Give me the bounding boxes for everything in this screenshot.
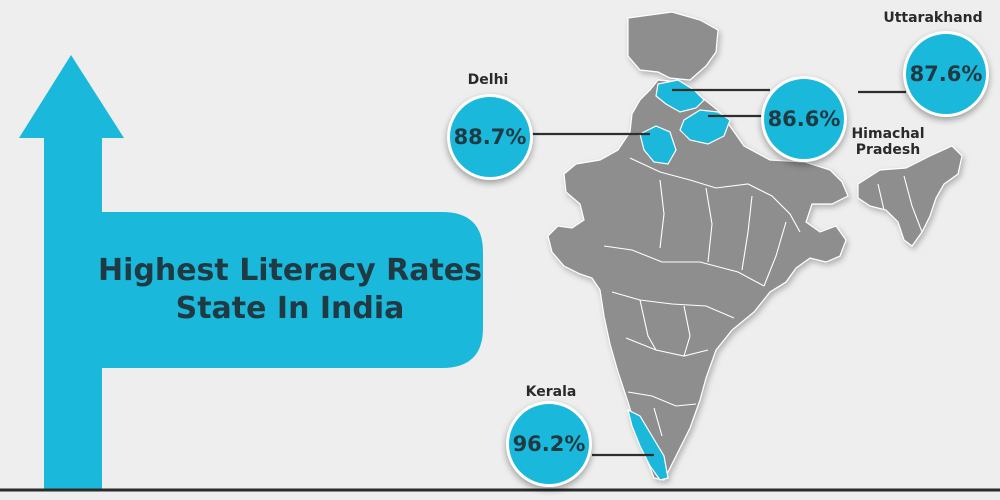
state-delhi	[639, 125, 677, 165]
state-uttarakhand	[679, 109, 731, 145]
arrow-sign	[19, 55, 483, 490]
state-himachal-pradesh	[655, 79, 705, 113]
india-map	[547, 11, 963, 481]
himachal-percentage-bubble: 86.6%	[761, 76, 847, 162]
map-state-borders	[603, 157, 923, 437]
state-kerala	[627, 408, 669, 481]
map-region-northeast	[857, 145, 963, 247]
map-mainland	[547, 79, 849, 481]
kerala-label: Kerala	[525, 384, 577, 400]
himachal-label: Himachal Pradesh	[838, 126, 938, 158]
kerala-percentage-bubble: 96.2%	[506, 401, 592, 487]
title-line-1: Highest Literacy Rates	[97, 253, 482, 288]
uttarakhand-percentage-bubble: 87.6%	[903, 31, 989, 117]
arrow-shape	[19, 55, 483, 490]
himachal-label-line-1: Himachal	[851, 126, 925, 142]
uttarakhand-label: Uttarakhand	[883, 10, 983, 26]
himachal-label-line-2: Pradesh	[855, 142, 921, 158]
map-region-north	[627, 11, 719, 81]
connector-lines	[532, 88, 906, 457]
delhi-label: Delhi	[467, 72, 509, 88]
delhi-percentage-bubble: 88.7%	[447, 94, 533, 180]
infographic-title: Highest Literacy Rates State In India	[80, 252, 500, 328]
title-line-2: State In India	[175, 291, 405, 326]
